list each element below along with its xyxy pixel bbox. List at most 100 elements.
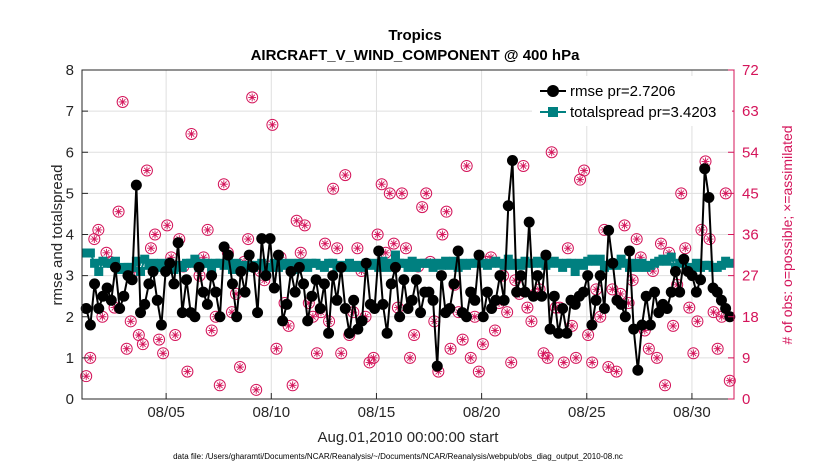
rmse-point xyxy=(155,319,167,331)
totalspread-point xyxy=(595,254,605,264)
rmse-point xyxy=(628,323,640,335)
obs-asterisk xyxy=(381,248,390,257)
obs-point xyxy=(363,356,376,369)
obs-point xyxy=(436,228,449,241)
obs-asterisk xyxy=(171,331,180,339)
obs-asterisk xyxy=(446,344,455,353)
obs-point xyxy=(578,164,591,177)
y-axis-label: rmse and totalspread xyxy=(49,165,66,306)
legend-totalspread-label: totalspread pr=3.4203 xyxy=(570,104,716,121)
rmse-point xyxy=(193,261,205,273)
obs-asterisk xyxy=(434,367,443,376)
rmse-point xyxy=(711,286,723,298)
obs-asterisk xyxy=(187,130,196,138)
obs-asterisk xyxy=(701,157,710,166)
rmse-point xyxy=(578,286,590,298)
obs-circle xyxy=(420,187,433,200)
obs-point xyxy=(618,219,631,232)
obs-point xyxy=(140,164,153,177)
obs-point xyxy=(351,242,364,255)
obs-circle xyxy=(331,242,344,255)
rmse-point xyxy=(189,311,201,323)
rmse-point xyxy=(293,261,305,273)
obs-asterisk xyxy=(163,221,172,230)
obs-asterisk xyxy=(288,381,297,390)
rmse-point xyxy=(619,311,631,323)
obs-circle xyxy=(112,205,125,218)
obs-asterisk xyxy=(373,230,382,239)
obs-circle xyxy=(683,301,696,314)
obs-circle xyxy=(586,356,599,369)
obs-point xyxy=(371,228,384,241)
rmse-point xyxy=(431,360,443,372)
obs-asterisk xyxy=(592,285,601,294)
legend-box xyxy=(532,76,732,126)
obs-asterisk xyxy=(588,358,597,367)
rmse-point xyxy=(536,290,548,302)
rmse-point xyxy=(594,270,606,282)
obs-asterisk xyxy=(268,120,277,129)
obs-asterisk xyxy=(507,358,516,367)
obs-asterisk xyxy=(572,353,580,362)
rmse-point xyxy=(218,241,230,253)
obs-asterisk xyxy=(640,326,649,335)
obs-asterisk xyxy=(304,299,313,308)
rmse-point xyxy=(93,303,105,315)
obs-circle xyxy=(250,383,263,396)
rmse-point xyxy=(80,303,92,315)
obs-circle xyxy=(687,347,700,360)
obs-asterisk xyxy=(86,353,95,362)
rmse-point xyxy=(97,290,109,302)
rmse-point xyxy=(201,298,213,310)
rmse-point xyxy=(268,282,280,294)
obs-asterisk xyxy=(519,161,528,170)
obs-point xyxy=(683,301,696,314)
obs-point xyxy=(545,146,558,159)
obs-circle xyxy=(650,351,663,364)
obs-point xyxy=(124,315,137,328)
obs-point xyxy=(331,242,344,255)
obs-point xyxy=(161,219,174,232)
rmse-point xyxy=(402,303,414,315)
obs-asterisk xyxy=(523,303,532,312)
obs-point xyxy=(153,333,166,346)
rmse-point xyxy=(532,270,544,282)
rmse-point xyxy=(247,261,259,273)
rmse-point xyxy=(235,266,247,278)
rmse-point xyxy=(335,261,347,273)
x-tick-label: 08/15 xyxy=(358,404,396,421)
rmse-point xyxy=(197,286,209,298)
obs-point xyxy=(525,315,538,328)
rmse-point xyxy=(252,307,264,319)
rmse-point xyxy=(231,311,243,323)
rmse-point xyxy=(465,286,477,298)
rmse-point xyxy=(206,270,218,282)
obs-asterisk xyxy=(159,349,168,358)
totalspread-point xyxy=(90,258,100,268)
totalspread-point xyxy=(136,267,146,277)
obs-point xyxy=(181,365,194,378)
obs-asterisk xyxy=(418,203,427,212)
obs-asterisk xyxy=(369,353,378,362)
obs-circle xyxy=(444,342,457,355)
rmse-point xyxy=(172,237,184,249)
legend-rmse-marker xyxy=(547,85,559,97)
rmse-point xyxy=(385,278,397,290)
obs-asterisk xyxy=(527,317,536,326)
y-tick-label: 0 xyxy=(66,391,74,408)
rmse-point xyxy=(523,216,535,228)
obs-point xyxy=(489,324,502,337)
rmse-point xyxy=(327,270,339,282)
obs-point xyxy=(298,219,311,232)
obs-circle xyxy=(270,342,283,355)
obs-circle xyxy=(711,342,724,355)
obs-circle xyxy=(404,351,417,364)
obs-point xyxy=(541,351,554,364)
rmse-point xyxy=(486,303,498,315)
obs-circle xyxy=(679,242,692,255)
x-tick-label: 08/20 xyxy=(463,404,501,421)
rmse-point xyxy=(210,286,222,298)
rmse-point xyxy=(686,270,698,282)
y-right-tick-label: 18 xyxy=(742,309,759,326)
